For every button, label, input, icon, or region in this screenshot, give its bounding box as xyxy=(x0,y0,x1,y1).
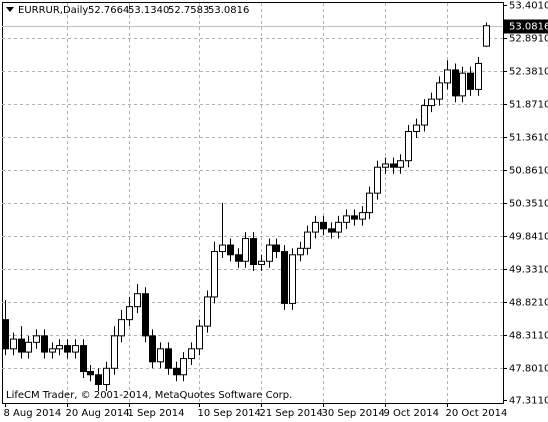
y-tick-label: 50.8610 xyxy=(509,166,548,177)
candle-body xyxy=(428,98,435,107)
candle-body xyxy=(2,319,9,350)
candle-body xyxy=(320,221,327,230)
candle-body xyxy=(390,163,397,168)
candle-body xyxy=(281,251,288,304)
candle-body xyxy=(134,293,141,308)
y-tick-label: 52.3810 xyxy=(509,67,548,78)
x-tick-label: 10 Sep 2014 xyxy=(198,408,261,419)
footer: LifeCM Trader, © 2001-2014, MetaQuotes S… xyxy=(6,390,292,401)
candle-body xyxy=(227,244,234,256)
candle-body xyxy=(242,238,249,262)
candle-body xyxy=(126,306,133,321)
candle-body xyxy=(289,254,296,304)
ohlc-low: 52.7583 xyxy=(168,5,209,16)
candle-body xyxy=(328,228,335,233)
x-tick-label: 8 Aug 2014 xyxy=(4,408,62,419)
x-tick-label: 9 Oct 2014 xyxy=(384,408,439,419)
candle-body xyxy=(483,25,490,47)
candle-body xyxy=(95,374,102,385)
candle-body xyxy=(157,348,164,363)
y-tick-label: 51.8710 xyxy=(509,100,548,111)
candle-body xyxy=(149,335,156,363)
y-tick-label: 47.3110 xyxy=(509,396,548,407)
candle-body xyxy=(366,192,373,214)
candle-body xyxy=(180,358,187,376)
y-tick-label: 48.3110 xyxy=(509,331,548,342)
candle-body xyxy=(10,338,17,350)
menu-icon[interactable] xyxy=(6,7,14,12)
candle-body xyxy=(266,244,273,262)
candle-body xyxy=(382,163,389,168)
candle-body xyxy=(351,215,358,220)
last-price-label: 53.0816 xyxy=(509,22,548,33)
candle-body xyxy=(173,367,180,376)
candle-body xyxy=(211,251,218,298)
candle-body xyxy=(204,296,211,327)
candle-body xyxy=(18,338,25,353)
candle-body xyxy=(235,254,242,262)
candle-body xyxy=(103,367,110,385)
candle-body xyxy=(72,345,79,353)
candle-body xyxy=(335,221,342,233)
candle-body xyxy=(111,335,118,369)
candle-body xyxy=(436,82,443,100)
candle-body xyxy=(374,166,381,194)
ohlc-close: 53.0816 xyxy=(208,5,249,16)
candle-body xyxy=(64,345,71,353)
candle-body xyxy=(165,348,172,369)
candle-body xyxy=(273,244,280,253)
candle-body xyxy=(25,341,32,353)
candle-body xyxy=(397,160,404,168)
y-tick-label: 53.4010 xyxy=(509,1,548,12)
candle-body xyxy=(359,212,366,220)
candle-body xyxy=(421,105,428,126)
candle-body xyxy=(250,238,257,266)
candle-body xyxy=(188,348,195,360)
y-tick-label: 51.3610 xyxy=(509,133,548,144)
y-tick-label: 52.8910 xyxy=(509,34,548,45)
candle-body xyxy=(475,62,482,90)
candle-body xyxy=(304,231,311,249)
last-price-box xyxy=(504,19,548,34)
candle-body xyxy=(33,335,40,343)
candle-body xyxy=(405,131,412,162)
x-tick-label: 21 Sep 2014 xyxy=(260,408,323,419)
x-tick-label: 20 Aug 2014 xyxy=(66,408,130,419)
candle-body xyxy=(258,260,265,266)
ohlc-open: 52.7664 xyxy=(88,5,129,16)
y-tick-label: 48.8210 xyxy=(509,298,548,309)
candle-body xyxy=(312,221,319,233)
candle-body xyxy=(80,345,87,373)
candle-body xyxy=(118,319,125,337)
candle-body xyxy=(413,124,420,133)
candle-body xyxy=(196,325,203,350)
candle-body xyxy=(452,69,459,97)
ohlc-high: 53.1340 xyxy=(128,5,169,16)
x-tick-label: 20 Oct 2014 xyxy=(446,408,508,419)
chart-title: EURRUR,Daily xyxy=(18,5,88,16)
y-tick-label: 50.3510 xyxy=(509,199,548,210)
y-tick-label: 47.8010 xyxy=(509,364,548,375)
candle-body xyxy=(297,247,304,256)
candle-body xyxy=(49,348,56,353)
candle-body xyxy=(219,244,226,253)
candle-body xyxy=(467,72,474,90)
candle-body xyxy=(41,335,48,353)
candle-body xyxy=(142,293,149,337)
x-tick-label: 30 Sep 2014 xyxy=(322,408,385,419)
y-tick-label: 49.8410 xyxy=(509,232,548,243)
candle-body xyxy=(87,371,94,376)
candle-body xyxy=(444,69,451,84)
y-tick-label: 49.3310 xyxy=(509,265,548,276)
candle-body xyxy=(56,345,63,350)
x-tick-label: 1 Sep 2014 xyxy=(128,408,185,419)
candle-body xyxy=(343,215,350,223)
candle-body xyxy=(459,72,466,97)
